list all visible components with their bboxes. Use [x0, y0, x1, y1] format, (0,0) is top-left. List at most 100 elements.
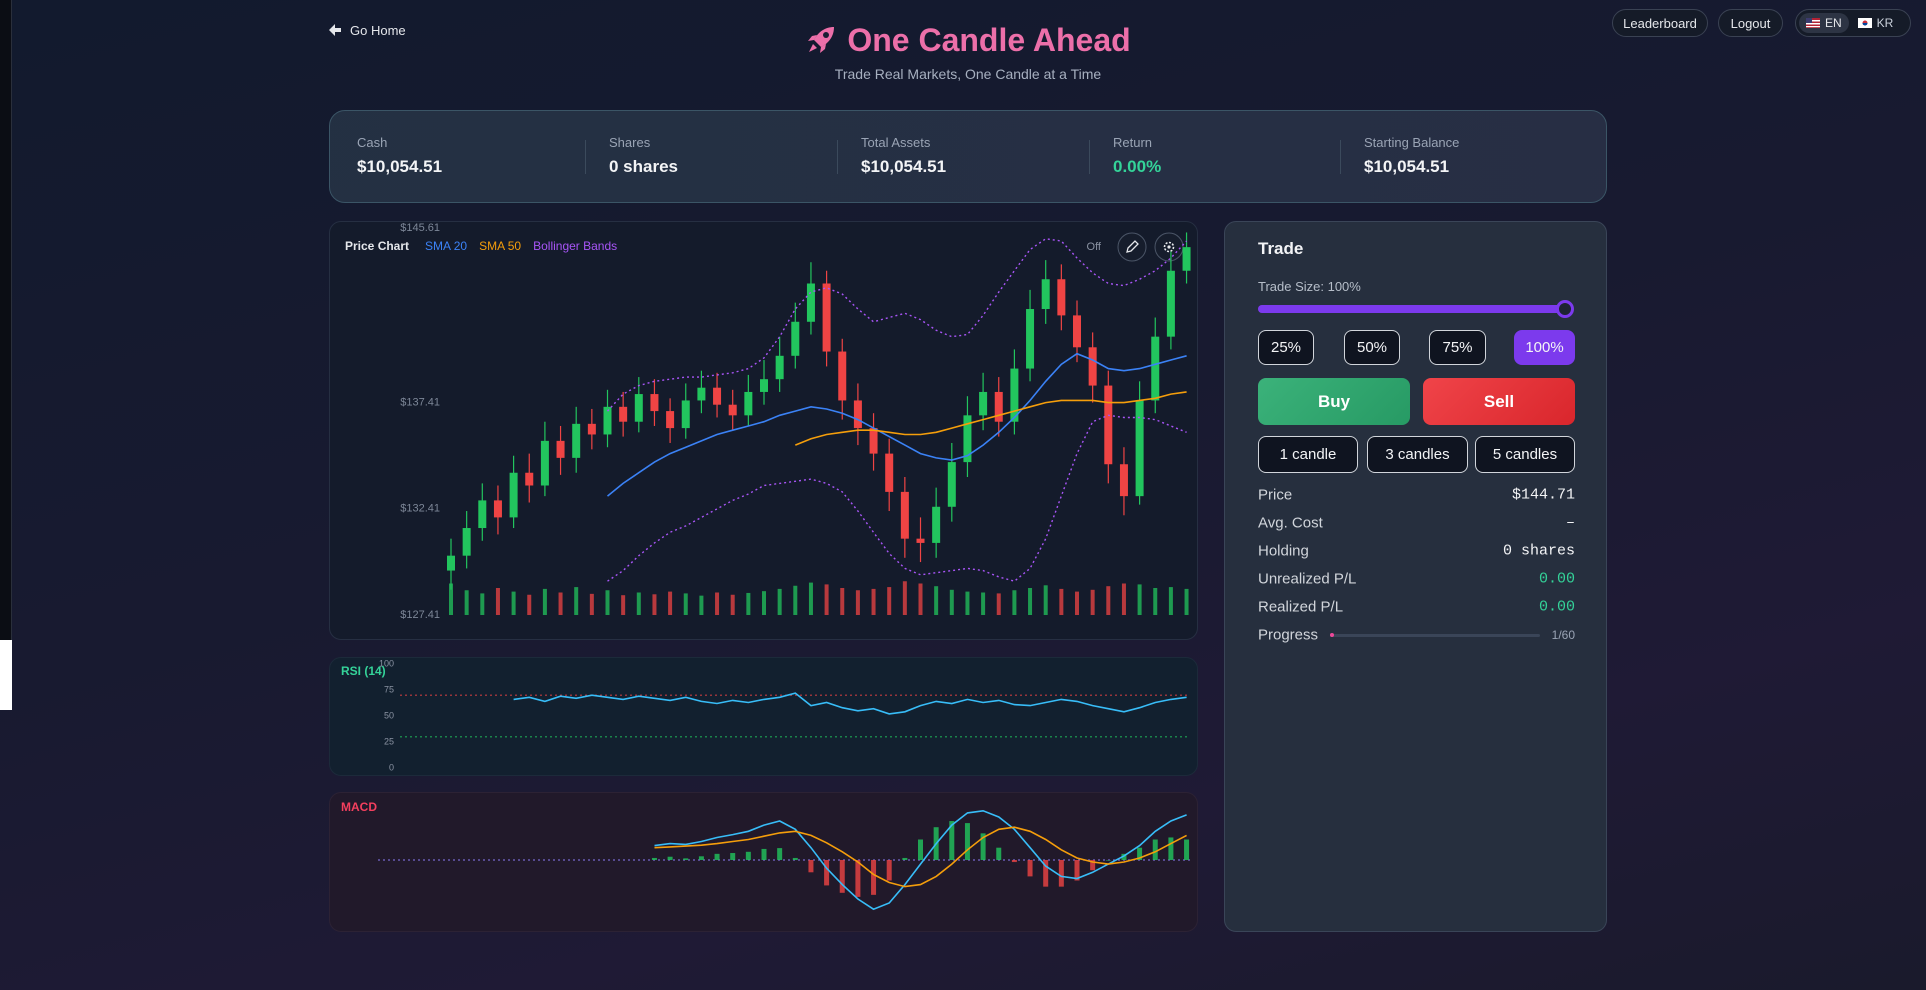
y-tick-label: 25	[384, 736, 394, 746]
chart-title: Price Chart	[345, 239, 409, 253]
candle-body	[1041, 279, 1050, 310]
candle-body	[634, 394, 643, 422]
step-button[interactable]: 3 candles	[1367, 436, 1468, 473]
trade-size-thumb[interactable]	[1556, 300, 1574, 318]
go-home-text: Go Home	[350, 22, 406, 38]
indicator-line	[654, 826, 1187, 888]
progress-text: 1/60	[1551, 628, 1575, 642]
stat-divider	[585, 140, 586, 174]
leaderboard-button[interactable]: Leaderboard	[1612, 9, 1708, 37]
volume-bar	[965, 591, 970, 615]
volume-bar	[762, 591, 766, 615]
candle-body	[806, 283, 815, 322]
settings-button[interactable]	[1154, 232, 1184, 262]
y-tick-label: $132.41	[400, 503, 440, 515]
trade-size-label: Trade Size: 100%	[1258, 279, 1361, 294]
step-button[interactable]: 1 candle	[1258, 436, 1358, 473]
sell-button[interactable]: Sell	[1423, 378, 1575, 425]
volume-bar	[1075, 591, 1079, 615]
stats-card	[329, 110, 1607, 203]
progress-track	[1330, 634, 1540, 637]
candle-body	[650, 394, 659, 412]
volume-bar	[1028, 588, 1033, 615]
draw-button[interactable]	[1117, 232, 1147, 262]
volume-bar	[871, 588, 876, 615]
y-tick-label: 0	[389, 762, 394, 772]
language-en[interactable]: EN	[1799, 13, 1849, 33]
legend-entry: Bollinger Bands	[533, 239, 617, 253]
title-wrap: One Candle Ahead	[668, 20, 1268, 60]
volume-bar	[558, 592, 563, 615]
candle-body	[1057, 279, 1066, 316]
candle-body	[791, 321, 800, 356]
trade-size-option[interactable]: 100%	[1514, 330, 1575, 365]
histogram-bar	[902, 857, 908, 860]
info-label: Unrealized P/L	[1258, 570, 1357, 588]
candle-body	[525, 472, 534, 486]
histogram-bar	[730, 853, 736, 860]
volume-bar	[542, 588, 547, 615]
logout-button[interactable]: Logout	[1718, 9, 1783, 37]
volume-bar	[1184, 588, 1189, 615]
candle-body	[493, 500, 502, 518]
trade-size-option[interactable]: 25%	[1258, 330, 1314, 365]
language-kr-text: KR	[1876, 16, 1894, 30]
stat-label: Return	[1113, 135, 1153, 150]
chart-title: MACD	[341, 800, 377, 814]
legend-entry: SMA 20	[425, 239, 467, 253]
candle-body	[869, 428, 878, 454]
candle-body	[1104, 385, 1113, 465]
y-tick-label: $137.41	[400, 396, 440, 408]
candle-body	[1166, 270, 1175, 337]
trade-title: Trade	[1258, 239, 1304, 258]
info-value: 0.00	[1538, 570, 1575, 588]
volume-bar	[683, 593, 688, 615]
candle-body	[556, 440, 565, 458]
volume-bar	[777, 588, 782, 615]
stat-divider	[1089, 140, 1090, 174]
volume-bar	[746, 592, 751, 615]
language-kr[interactable]: KR	[1851, 13, 1901, 33]
indicator-line	[654, 809, 1187, 911]
histogram-bar	[667, 856, 673, 860]
price-chart-card	[329, 221, 1198, 640]
stat-value: 0.00%	[1113, 157, 1162, 176]
indicator-line	[794, 391, 1187, 446]
stat-label: Starting Balance	[1364, 135, 1460, 150]
rsi-card	[329, 657, 1198, 776]
candle-body	[979, 391, 988, 416]
histogram-bar	[777, 848, 783, 860]
info-value: –	[1565, 514, 1575, 532]
trade-size-option[interactable]: 75%	[1429, 330, 1486, 365]
volume-bar	[652, 594, 657, 615]
info-label: Avg. Cost	[1258, 514, 1323, 532]
histogram-bar	[1090, 860, 1096, 871]
stat-value: $10,054.51	[1364, 157, 1450, 176]
flag-us	[1806, 18, 1820, 28]
trade-size-option[interactable]: 50%	[1344, 330, 1400, 365]
volume-bar	[511, 591, 516, 615]
info-value: 0 shares	[1502, 542, 1575, 560]
volume-bar	[699, 595, 704, 615]
histogram-bar	[698, 856, 704, 860]
candle-body	[1135, 400, 1144, 497]
volume-bar	[981, 592, 986, 615]
stat-value: $10,054.51	[357, 157, 443, 176]
volume-bar	[996, 593, 1001, 615]
stat-value: $10,054.51	[861, 157, 947, 176]
stat-value: 0 shares	[609, 157, 678, 176]
y-tick-label: $145.61	[400, 222, 440, 234]
volume-bar	[449, 583, 453, 615]
histogram-bar	[996, 847, 1002, 860]
candle-body	[822, 283, 831, 352]
volume-bar	[1090, 589, 1095, 615]
buy-button[interactable]: Buy	[1258, 378, 1410, 425]
step-button[interactable]: 5 candles	[1475, 436, 1575, 473]
language-en-text: EN	[1825, 16, 1842, 30]
volume-bar	[808, 582, 813, 615]
histogram-bar	[761, 848, 767, 860]
candle-body	[947, 462, 956, 507]
y-tick-label: 75	[384, 684, 394, 694]
volume-bar	[1106, 586, 1111, 615]
go-home[interactable]: Go Home	[328, 20, 406, 40]
